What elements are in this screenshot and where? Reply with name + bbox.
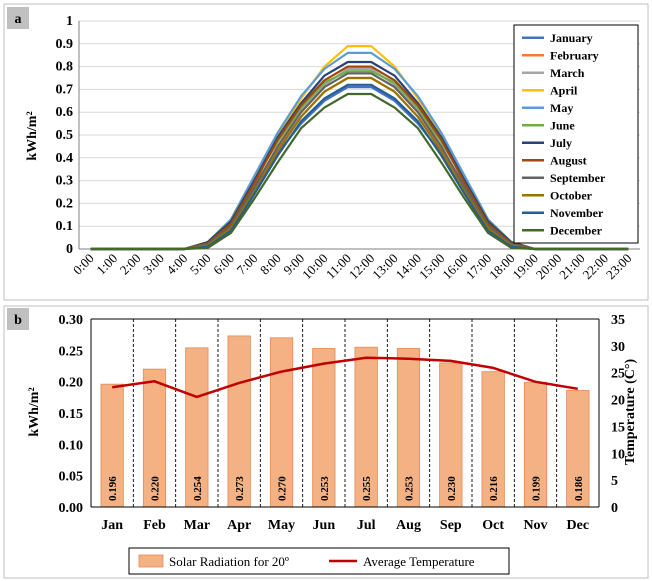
panel-b-x-ticks: Jan Feb Mar Apr May Jun Jul Aug Sep Oct Nov Dec xyxy=(101,518,589,533)
y-tick-label: 0.15 xyxy=(59,407,84,422)
bar-value-label: 0.273 xyxy=(234,476,246,501)
y2-tick-label: 5 xyxy=(611,474,618,489)
legend-entry: July xyxy=(550,136,572,150)
panel-b-legend: Solar Radiation for 20º Average Temperatu… xyxy=(128,547,510,575)
legend-entry: Average Temperature xyxy=(363,554,475,569)
y-tick-label: 0.4 xyxy=(56,151,74,166)
y-tick-label: 0.30 xyxy=(59,313,84,328)
legend-entry: November xyxy=(550,206,604,220)
panel-b-y-ticks: 0.00 0.05 0.10 0.15 0.20 0.25 0.30 xyxy=(59,313,84,516)
y2-tick-label: 15 xyxy=(611,420,625,435)
x-tick-label: Jun xyxy=(313,518,336,533)
y-tick-label: 1 xyxy=(66,14,73,29)
x-tick-label: May xyxy=(268,518,295,533)
bar-value-label: 0.186 xyxy=(573,476,585,501)
legend-entry: October xyxy=(550,188,593,202)
panel-b-y2-ticks: 0 5 10 15 20 25 30 35 xyxy=(611,313,625,516)
legend-entry: February xyxy=(550,48,599,62)
y-tick-label: 0.00 xyxy=(59,501,84,516)
legend-entry: December xyxy=(550,223,603,237)
y-tick-label: 0.2 xyxy=(56,196,74,211)
legend-entry: September xyxy=(550,171,606,185)
x-tick-label: Apr xyxy=(227,518,251,533)
bar-value-label: 0.270 xyxy=(277,476,289,501)
bar-value-label: 0.253 xyxy=(404,476,416,501)
panel-a-y-axis-title: kWh/m² xyxy=(25,111,40,160)
bar-value-label: 0.216 xyxy=(488,476,500,501)
legend-box xyxy=(128,547,510,575)
y-tick-label: 0.7 xyxy=(56,82,74,97)
x-tick-label: Mar xyxy=(184,518,210,533)
x-tick-label: Nov xyxy=(523,518,547,533)
legend-swatch xyxy=(138,554,164,568)
x-tick-label: Feb xyxy=(143,518,166,533)
legend-entry: March xyxy=(550,66,585,80)
legend-box xyxy=(513,24,639,244)
y-tick-label: 0.10 xyxy=(59,438,84,453)
y-tick-label: 0.25 xyxy=(59,344,84,359)
series-line xyxy=(90,92,629,251)
panel-b-label: b xyxy=(14,313,22,328)
y-tick-label: 0.20 xyxy=(59,376,84,391)
bar-value-label: 0.254 xyxy=(192,476,204,501)
y2-tick-label: 25 xyxy=(611,367,625,382)
x-tick-label: Sep xyxy=(440,518,462,533)
y-tick-label: 0.6 xyxy=(56,105,74,120)
panel-a-label-box xyxy=(7,7,29,29)
x-tick-label: Aug xyxy=(396,518,421,533)
panel-b-dividers xyxy=(90,318,600,508)
panel-b-bars xyxy=(100,335,590,508)
panel-b-bar-labels: 0.196 0.220 0.254 0.273 0.270 0.253 0.255 0.253… xyxy=(107,476,585,501)
panel-b-y-axis-title: kWh/m² xyxy=(27,387,42,436)
panel-b-label-box xyxy=(7,308,29,330)
bar-value-label: 0.230 xyxy=(446,476,458,501)
y-tick-label: 0.8 xyxy=(56,60,74,75)
y-tick-label: 0 xyxy=(66,242,73,257)
y2-tick-label: 30 xyxy=(611,340,625,355)
x-tick-label: Jul xyxy=(357,518,376,533)
panel-b-y2-axis-title: Temperature (C°) xyxy=(623,359,638,466)
y2-tick-label: 10 xyxy=(611,447,625,462)
y-tick-label: 0.3 xyxy=(56,174,74,189)
x-tick-label: Oct xyxy=(482,518,504,533)
panel-a-y-ticks: 0 0.1 0.2 0.3 0.4 0.5 0.6 0.7 0.8 0.9 1 xyxy=(56,14,74,257)
legend-entry: April xyxy=(550,83,578,97)
bar-value-label: 0.196 xyxy=(107,476,119,501)
panel-a-legend: January February March April May June July Augu… xyxy=(513,24,639,244)
legend-entry: Solar Radiation for 20º xyxy=(169,554,289,569)
x-tick-label: Jan xyxy=(101,518,123,533)
y-tick-label: 0.1 xyxy=(56,219,74,234)
x-tick-label: Dec xyxy=(567,518,590,533)
bar-value-label: 0.255 xyxy=(361,476,373,501)
panel-b-temperature-line xyxy=(112,356,579,399)
legend-entry: January xyxy=(550,31,593,45)
y-tick-label: 0.05 xyxy=(59,470,84,485)
y-tick-label: 0.5 xyxy=(56,128,74,143)
y-tick-label: 0.9 xyxy=(56,37,74,52)
legend-entry: June xyxy=(550,118,575,132)
y2-tick-label: 0 xyxy=(611,501,618,516)
legend-entry: May xyxy=(550,101,573,115)
legend-entry: August xyxy=(550,153,587,167)
bar-value-label: 0.253 xyxy=(319,476,331,501)
bar-value-label: 0.220 xyxy=(150,476,162,501)
y2-tick-label: 20 xyxy=(611,394,625,409)
y2-tick-label: 35 xyxy=(611,313,625,328)
temperature-line xyxy=(112,356,579,399)
panel-a-label: a xyxy=(15,12,22,27)
panel-a-series xyxy=(90,44,629,251)
bar-value-label: 0.199 xyxy=(531,476,543,501)
